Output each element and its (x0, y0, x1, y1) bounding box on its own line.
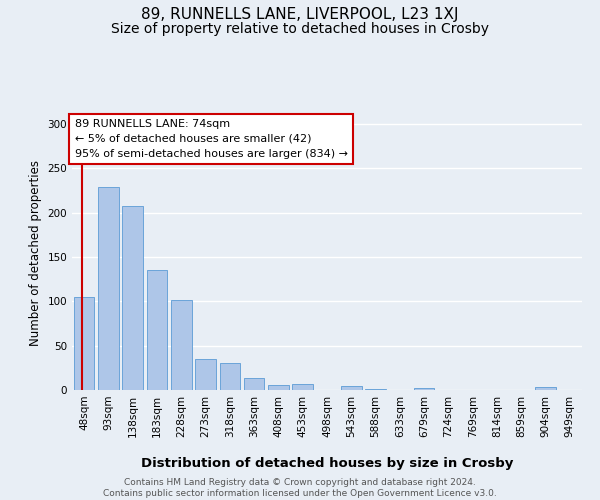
Bar (74, 297, 94, 390)
Bar (365, 389, 386, 390)
Bar (122, 206, 143, 390)
Bar (146, 270, 167, 390)
Text: Distribution of detached houses by size in Crosby: Distribution of detached houses by size … (141, 458, 513, 470)
Y-axis label: Number of detached properties: Number of detached properties (29, 160, 42, 346)
Bar (341, 386, 362, 390)
Bar (98, 187, 119, 390)
Bar (535, 388, 556, 390)
Bar (171, 300, 191, 390)
Bar (414, 388, 434, 390)
Bar (220, 364, 240, 390)
Text: 89, RUNNELLS LANE, LIVERPOOL, L23 1XJ: 89, RUNNELLS LANE, LIVERPOOL, L23 1XJ (141, 8, 459, 22)
Bar (292, 384, 313, 390)
Bar (195, 359, 216, 390)
Text: 89 RUNNELLS LANE: 74sqm
← 5% of detached houses are smaller (42)
95% of semi-det: 89 RUNNELLS LANE: 74sqm ← 5% of detached… (74, 119, 347, 158)
Bar (244, 378, 265, 390)
Text: Contains HM Land Registry data © Crown copyright and database right 2024.
Contai: Contains HM Land Registry data © Crown c… (103, 478, 497, 498)
Text: Size of property relative to detached houses in Crosby: Size of property relative to detached ho… (111, 22, 489, 36)
Bar (268, 384, 289, 390)
